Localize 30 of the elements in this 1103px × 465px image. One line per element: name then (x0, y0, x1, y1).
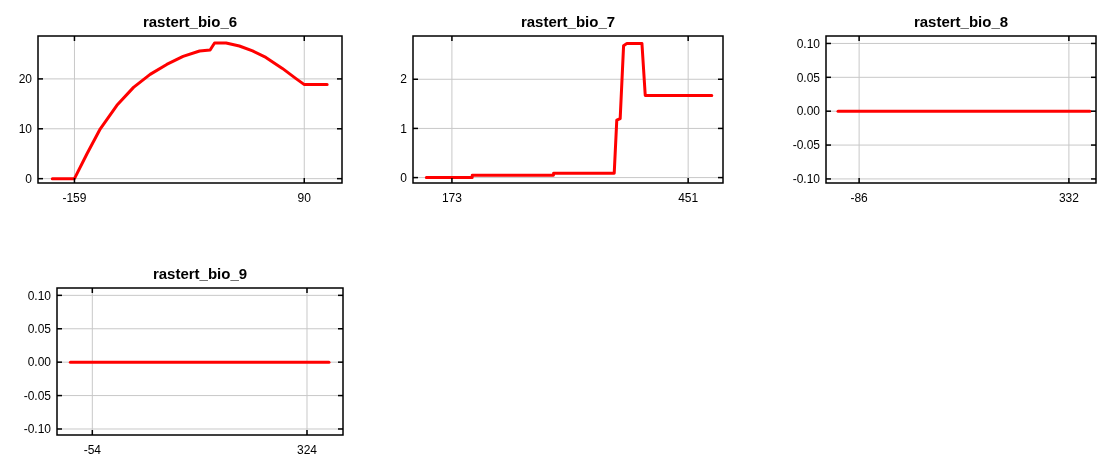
y-tick-label: 0.10 (27, 288, 52, 303)
y-tick-label: 0.10 (796, 36, 821, 51)
y-tick-label: 0.05 (27, 321, 52, 336)
x-tick-label: 324 (296, 443, 318, 457)
y-tick-label: 0 (400, 170, 408, 185)
x-tick-label: -159 (62, 191, 87, 205)
chart-title: rastert_bio_6 (142, 13, 238, 30)
x-tick-label: 173 (441, 191, 463, 205)
y-tick-label: 0.00 (796, 104, 821, 119)
x-tick-label: -86 (850, 191, 869, 205)
y-tick-label: -0.05 (792, 138, 821, 153)
line-series (50, 41, 329, 181)
y-tick-label: -0.10 (792, 172, 821, 187)
y-tick-label: -0.05 (23, 388, 52, 403)
line-series (424, 41, 714, 180)
y-tick-label: 20 (18, 72, 33, 87)
chart-title: rastert_bio_7 (520, 13, 616, 30)
y-tick-label: 0.05 (796, 70, 821, 85)
x-tick-label: 451 (678, 191, 699, 205)
y-tick-label: 0 (25, 171, 33, 186)
x-tick-label: 90 (297, 191, 312, 205)
x-tick-label: 332 (1058, 191, 1080, 205)
chart-title: rastert_bio_8 (913, 13, 1009, 30)
y-tick-label: 1 (400, 121, 408, 136)
y-tick-label: 0.00 (27, 355, 52, 370)
y-tick-label: 10 (18, 121, 33, 136)
x-tick-label: -54 (83, 443, 102, 457)
y-tick-label: 2 (400, 72, 408, 87)
y-tick-label: -0.10 (23, 422, 52, 437)
chart-title: rastert_bio_9 (152, 265, 248, 282)
